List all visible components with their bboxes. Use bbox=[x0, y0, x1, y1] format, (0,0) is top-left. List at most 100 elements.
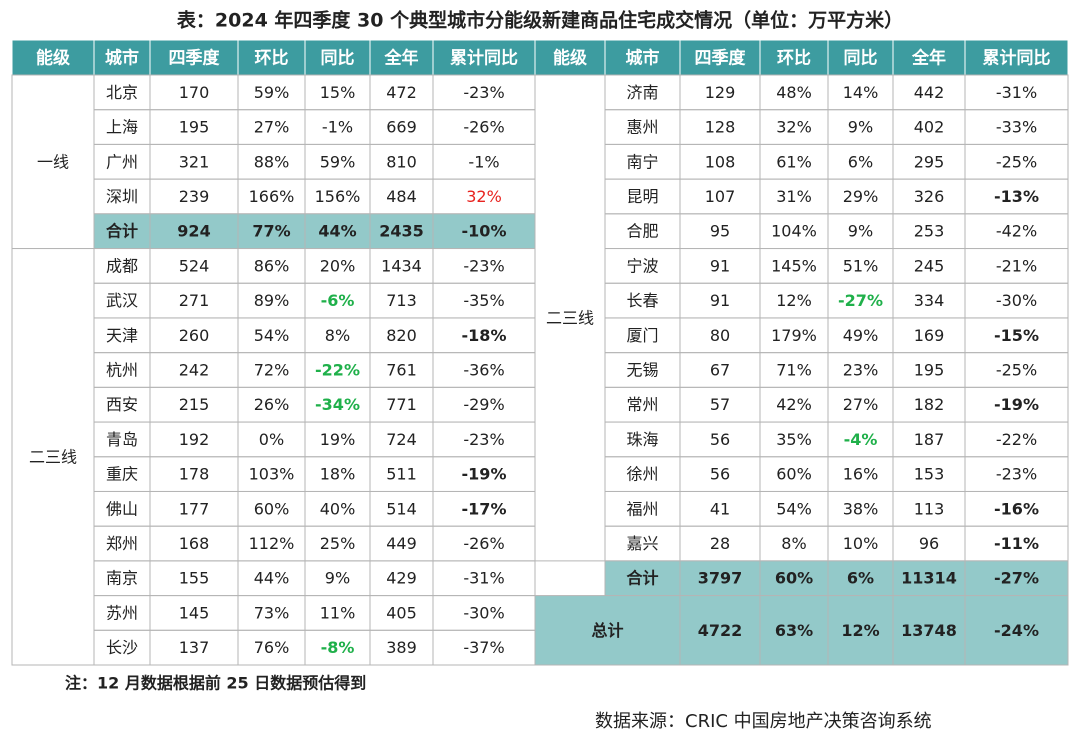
cell-text: 合计 bbox=[106, 222, 138, 241]
header-text: 城市 bbox=[105, 48, 139, 69]
cell-text: 242 bbox=[179, 361, 210, 380]
cell-text: -30% bbox=[463, 603, 504, 622]
cell-text: 168 bbox=[179, 534, 210, 553]
cell-text: 徐州 bbox=[626, 465, 658, 484]
cell-text: 35% bbox=[776, 430, 812, 449]
cell-text: -25% bbox=[996, 152, 1037, 171]
cell-text: 59% bbox=[254, 83, 290, 102]
cell-text: 6% bbox=[847, 569, 874, 588]
cell-text: 28 bbox=[710, 534, 730, 553]
header-cell bbox=[827, 39, 894, 76]
cell-text: 总计 bbox=[591, 621, 623, 640]
cell-text: -23% bbox=[463, 83, 504, 102]
cell-text: 402 bbox=[914, 118, 945, 137]
cell-text: 20% bbox=[320, 256, 356, 275]
cell-text: 95 bbox=[710, 222, 730, 241]
header-text: 同比 bbox=[321, 48, 355, 69]
cell-text: 54% bbox=[776, 499, 812, 518]
cell-text: 常州 bbox=[626, 395, 658, 414]
cell-text: 51% bbox=[843, 256, 879, 275]
cell bbox=[534, 74, 606, 562]
cell-text: 108 bbox=[705, 152, 736, 171]
cell-text: 88% bbox=[254, 152, 290, 171]
cell bbox=[534, 595, 681, 666]
cell-text: 上海 bbox=[106, 118, 138, 137]
cell bbox=[892, 560, 966, 597]
cell-text: 合计 bbox=[626, 569, 658, 588]
cell-text: 113 bbox=[914, 499, 945, 518]
cell-text: -27% bbox=[994, 569, 1039, 588]
cell-text: 56 bbox=[710, 465, 730, 484]
header-text: 能级 bbox=[36, 48, 70, 69]
cell-text: 昆明 bbox=[626, 187, 658, 206]
cell-text: -19% bbox=[994, 395, 1039, 414]
cell-text: -11% bbox=[994, 534, 1039, 553]
cell-text: -42% bbox=[996, 222, 1037, 241]
cell-text: 112% bbox=[249, 534, 295, 553]
header-cell bbox=[304, 39, 371, 76]
cell-text: 嘉兴 bbox=[626, 534, 658, 553]
cell-text: 广州 bbox=[106, 152, 138, 171]
cell-text: 26% bbox=[254, 395, 290, 414]
cell-text: 334 bbox=[914, 291, 945, 310]
cell-text: -16% bbox=[994, 499, 1039, 518]
cell-text: 76% bbox=[254, 638, 290, 657]
cell-text: 60% bbox=[776, 465, 812, 484]
cell-text: -25% bbox=[996, 361, 1037, 380]
cell-text: 重庆 bbox=[106, 465, 138, 484]
cell-text: 杭州 bbox=[106, 361, 138, 380]
cell-text: 54% bbox=[254, 326, 290, 345]
cell-text: 91 bbox=[710, 256, 730, 275]
cell-text: -1% bbox=[468, 152, 499, 171]
cell-text: -34% bbox=[315, 395, 360, 414]
cell-text: 12% bbox=[841, 621, 879, 640]
cell bbox=[237, 213, 306, 250]
cell bbox=[11, 248, 95, 666]
header-text: 环比 bbox=[255, 48, 289, 69]
cell-text: 724 bbox=[386, 430, 417, 449]
cell-text: 合肥 bbox=[626, 222, 658, 241]
cell-text: 19% bbox=[320, 430, 356, 449]
cell-text: 137 bbox=[179, 638, 210, 657]
cell-text: 524 bbox=[179, 256, 210, 275]
header-text: 同比 bbox=[844, 48, 878, 69]
cell-text: 239 bbox=[179, 187, 210, 206]
cell-text: 820 bbox=[386, 326, 417, 345]
cell-text: 48% bbox=[776, 83, 812, 102]
cell-text: 福州 bbox=[626, 499, 658, 518]
cell-text: -1% bbox=[322, 118, 353, 137]
cell-text: 32% bbox=[466, 187, 502, 206]
cell-text: 484 bbox=[386, 187, 417, 206]
cell-text: 长春 bbox=[626, 291, 658, 310]
note: 注：12 月数据根据前 25 日数据预估得到 bbox=[65, 674, 366, 693]
cell-text: 42% bbox=[776, 395, 812, 414]
cell-text: 一线 bbox=[37, 152, 69, 171]
header-text: 四季度 bbox=[169, 48, 221, 69]
cell-text: -35% bbox=[463, 291, 504, 310]
cell-text: 810 bbox=[386, 152, 417, 171]
cell-text: 18% bbox=[320, 465, 356, 484]
cell-text: 195 bbox=[914, 361, 945, 380]
cell bbox=[892, 595, 966, 666]
cell-text: 济南 bbox=[626, 83, 658, 102]
header-cell bbox=[11, 39, 95, 76]
header-cell bbox=[759, 39, 829, 76]
cell-text: 41 bbox=[710, 499, 730, 518]
cell-text: 103% bbox=[249, 465, 295, 484]
cell-text: 156% bbox=[315, 187, 361, 206]
cell-text: 326 bbox=[914, 187, 945, 206]
cell bbox=[759, 560, 829, 597]
cell-text: 89% bbox=[254, 291, 290, 310]
cell-text: 245 bbox=[914, 256, 945, 275]
cell-text: -31% bbox=[996, 83, 1037, 102]
cell-text: 60% bbox=[775, 569, 813, 588]
cell-text: 429 bbox=[386, 569, 417, 588]
cell-text: 49% bbox=[843, 326, 879, 345]
cell-text: 0% bbox=[259, 430, 284, 449]
cell-text: 771 bbox=[386, 395, 417, 414]
cell-text: 长沙 bbox=[106, 638, 138, 657]
cell-text: 二三线 bbox=[29, 447, 77, 466]
cell-text: 苏州 bbox=[106, 603, 138, 622]
cell-text: 青岛 bbox=[106, 430, 138, 449]
